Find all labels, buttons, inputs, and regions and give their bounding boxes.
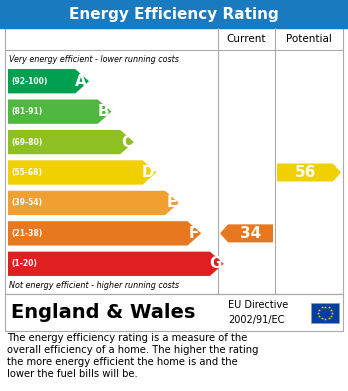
Polygon shape <box>277 163 341 181</box>
Text: (55-68): (55-68) <box>11 168 42 177</box>
Text: England & Wales: England & Wales <box>11 303 195 322</box>
Text: Potential: Potential <box>286 34 332 44</box>
Text: 2002/91/EC: 2002/91/EC <box>228 314 284 325</box>
Text: A: A <box>75 74 87 89</box>
Polygon shape <box>220 224 273 242</box>
Text: (92-100): (92-100) <box>11 77 47 86</box>
Text: overall efficiency of a home. The higher the rating: overall efficiency of a home. The higher… <box>7 345 259 355</box>
Text: (21-38): (21-38) <box>11 229 42 238</box>
Text: (81-91): (81-91) <box>11 107 42 116</box>
Text: G: G <box>209 256 222 271</box>
Polygon shape <box>8 252 224 276</box>
Polygon shape <box>8 69 89 93</box>
Text: (69-80): (69-80) <box>11 138 42 147</box>
Polygon shape <box>8 160 156 185</box>
Text: 56: 56 <box>294 165 316 180</box>
Polygon shape <box>8 221 201 246</box>
Text: E: E <box>166 196 177 210</box>
Bar <box>5 28 343 294</box>
Text: C: C <box>121 135 132 150</box>
Bar <box>0 0 348 28</box>
Text: (39-54): (39-54) <box>11 198 42 208</box>
Text: EU Directive: EU Directive <box>228 301 288 310</box>
Text: 34: 34 <box>240 226 261 241</box>
Bar <box>311 303 339 323</box>
Polygon shape <box>8 99 111 124</box>
Text: Not energy efficient - higher running costs: Not energy efficient - higher running co… <box>9 280 179 289</box>
Text: the more energy efficient the home is and the: the more energy efficient the home is an… <box>7 357 238 367</box>
Text: The energy efficiency rating is a measure of the: The energy efficiency rating is a measur… <box>7 333 247 343</box>
Bar <box>5 294 343 331</box>
Text: B: B <box>98 104 110 119</box>
Text: Energy Efficiency Rating: Energy Efficiency Rating <box>69 7 279 22</box>
Text: (1-20): (1-20) <box>11 259 37 268</box>
Text: D: D <box>142 165 154 180</box>
Text: Very energy efficient - lower running costs: Very energy efficient - lower running co… <box>9 56 179 65</box>
Polygon shape <box>8 191 179 215</box>
Text: lower the fuel bills will be.: lower the fuel bills will be. <box>7 369 138 379</box>
Text: Current: Current <box>227 34 266 44</box>
Text: F: F <box>189 226 199 241</box>
Polygon shape <box>8 130 134 154</box>
